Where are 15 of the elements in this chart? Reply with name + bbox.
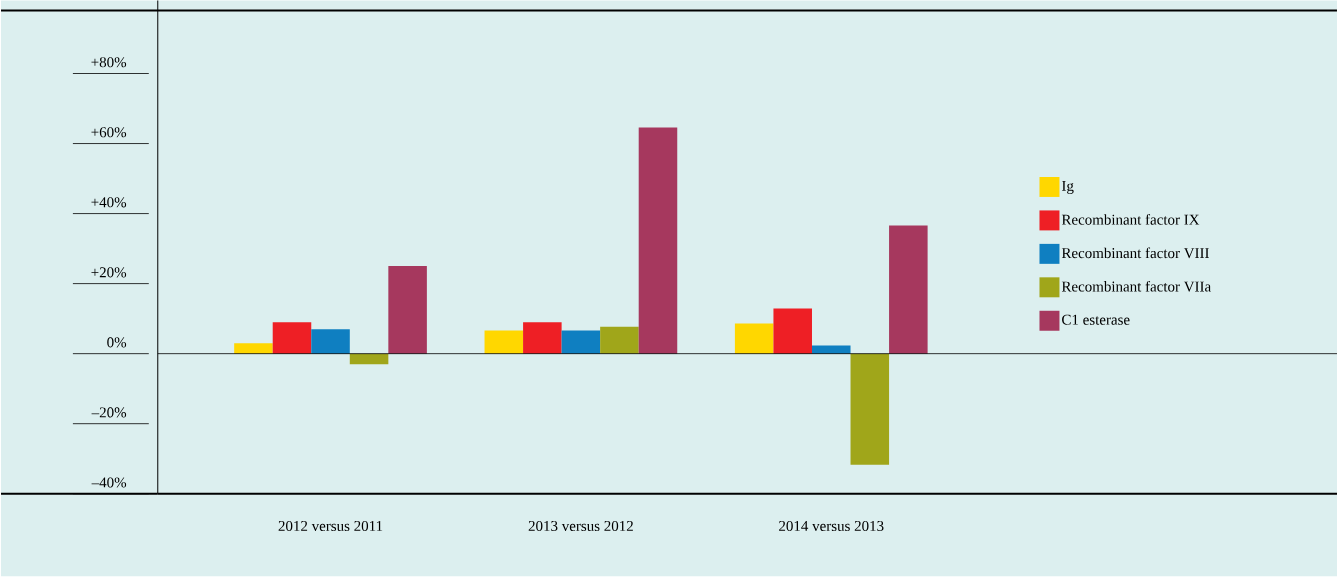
y-tick-label: +80%: [91, 57, 127, 68]
y-tick-label: 0%: [107, 337, 127, 348]
y-tick-label: +60%: [91, 127, 127, 138]
y-tick-label: +40%: [91, 197, 127, 208]
legend-label: Recombinant factor IX: [1061, 214, 1200, 225]
legend-label: C1 esterase: [1062, 314, 1130, 325]
x-tick-label: 2012 versus 2011: [278, 521, 383, 532]
x-tick-label: 2014 versus 2013: [779, 521, 884, 532]
legend-label: Ig: [1062, 181, 1074, 195]
x-tick-label: 2013 versus 2012: [528, 521, 633, 532]
y-tick-label: +20%: [91, 267, 127, 278]
y-tick-label: –40%: [91, 477, 127, 488]
legend-label: Recombinant factor VIIa: [1061, 281, 1211, 292]
legend-label: Recombinant factor VIII: [1061, 247, 1209, 259]
y-tick-label: –20%: [91, 407, 127, 418]
